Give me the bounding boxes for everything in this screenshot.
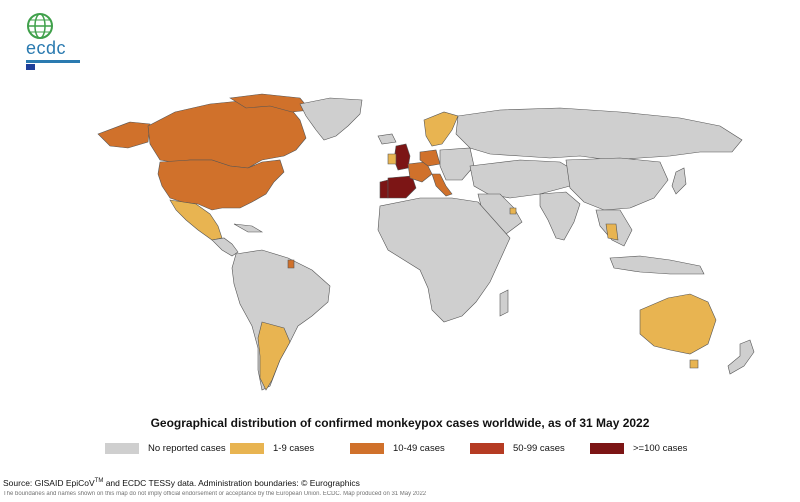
country-eastern-europe [439, 147, 475, 181]
source-note: Source: GISAID EpiCoVTM and ECDC TESSy d… [3, 478, 360, 488]
country-south-america [231, 249, 331, 391]
legend-swatch-100-plus [590, 442, 624, 454]
legend-label-10-49: 10-49 cases [393, 442, 445, 454]
world-map [97, 93, 755, 391]
country-ireland [387, 153, 397, 165]
country-australia [639, 293, 717, 355]
map-legend: No reported cases 1-9 cases 10-49 cases … [105, 441, 705, 455]
logo-text: ecdc [26, 38, 67, 58]
legend-label-1-9: 1-9 cases [273, 442, 315, 454]
legend-item-1-9: 1-9 cases [230, 441, 314, 455]
eu-flag-icon [26, 64, 35, 70]
country-alaska [97, 121, 151, 149]
country-canada-islands [229, 93, 311, 113]
disclaimer-text: The boundaries and names shown on this m… [3, 491, 427, 497]
country-uk [393, 143, 411, 171]
country-thailand [605, 223, 619, 241]
legend-label-none: No reported cases [148, 442, 226, 454]
country-central-asia [469, 159, 581, 199]
legend-label-50-99: 50-99 cases [513, 442, 565, 454]
country-new-zealand [727, 339, 755, 375]
country-china [565, 157, 669, 211]
logo-underline [26, 60, 80, 63]
legend-swatch-1-9 [230, 442, 264, 454]
country-india [539, 191, 581, 241]
country-tasmania [689, 359, 699, 369]
country-italy [431, 173, 453, 197]
country-russia [455, 107, 743, 161]
country-indonesia [609, 255, 705, 275]
legend-item-10-49: 10-49 cases [350, 441, 445, 455]
country-madagascar [499, 289, 509, 317]
country-portugal [379, 179, 389, 199]
country-cuba [233, 223, 264, 233]
source-suffix: and ECDC TESSy data. Administration boun… [103, 478, 360, 488]
legend-swatch-50-99 [470, 442, 504, 454]
country-uae [509, 207, 517, 215]
country-japan [671, 167, 687, 195]
country-iceland [377, 133, 397, 145]
legend-swatch-none [105, 442, 139, 454]
legend-item-none: No reported cases [105, 441, 226, 455]
source-tm: TM [94, 478, 104, 485]
country-africa [377, 197, 511, 323]
country-spain [387, 175, 417, 199]
legend-swatch-10-49 [350, 442, 384, 454]
country-germany [419, 149, 441, 167]
ecdc-logo: ecdc [12, 12, 82, 70]
legend-item-100-plus: >=100 cases [590, 441, 687, 455]
country-greenland [299, 97, 363, 141]
country-french-guiana [287, 259, 295, 269]
country-scandinavia [423, 111, 459, 147]
globe-icon [27, 13, 53, 39]
country-argentina [257, 321, 291, 391]
legend-item-50-99: 50-99 cases [470, 441, 565, 455]
source-prefix: Source: GISAID EpiCoV [3, 478, 95, 488]
map-title: Geographical distribution of confirmed m… [150, 416, 650, 430]
country-canada [147, 99, 307, 169]
country-usa [157, 159, 285, 211]
legend-label-100-plus: >=100 cases [633, 442, 688, 454]
country-central-america [211, 237, 239, 257]
